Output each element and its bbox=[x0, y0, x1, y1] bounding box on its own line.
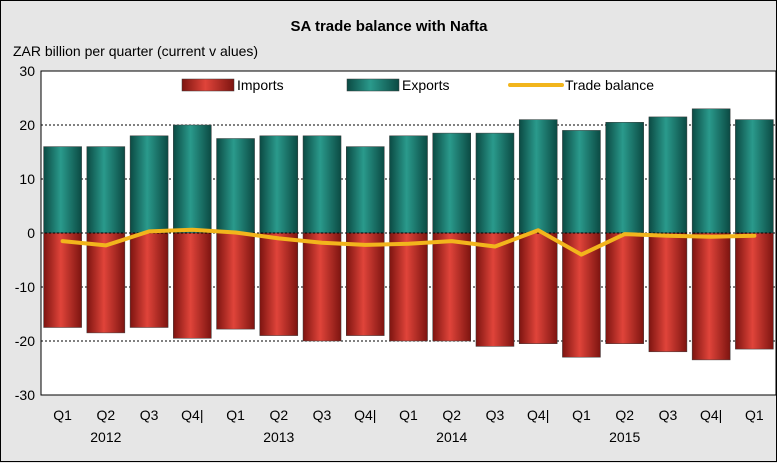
x-tick-label: Q2 bbox=[97, 407, 116, 423]
exports-bar bbox=[518, 119, 558, 234]
year-label: 2013 bbox=[263, 429, 294, 445]
trade-balance-line bbox=[60, 227, 757, 257]
imports-bar bbox=[173, 232, 212, 339]
imports-bar bbox=[648, 232, 688, 353]
exports-bar bbox=[389, 135, 428, 234]
y-tick-label: 20 bbox=[19, 117, 35, 133]
exports-bar bbox=[562, 130, 601, 234]
x-tick-label: Q4| bbox=[181, 407, 203, 423]
imports-bar bbox=[86, 232, 126, 334]
year-label: 2012 bbox=[90, 429, 121, 445]
exports-bar bbox=[735, 119, 774, 234]
exports-bar bbox=[86, 146, 126, 234]
x-tick-label: Q2 bbox=[615, 407, 634, 423]
x-tick-label: Q1 bbox=[226, 407, 245, 423]
x-tick-label: Q4| bbox=[354, 407, 376, 423]
plot-border bbox=[40, 70, 777, 396]
exports-bar bbox=[129, 135, 169, 234]
legend-trade-balance-label: Trade balance bbox=[565, 77, 654, 93]
imports-bar bbox=[432, 232, 471, 342]
exports-bar bbox=[259, 135, 299, 234]
x-tick-label: Q1 bbox=[572, 407, 591, 423]
x-tick-label: Q2 bbox=[269, 407, 288, 423]
imports-bar bbox=[605, 232, 644, 344]
imports-bar bbox=[562, 232, 601, 358]
x-tick-label: Q3 bbox=[140, 407, 159, 423]
y-tick-label: -30 bbox=[15, 387, 35, 403]
y-tick-label: -10 bbox=[15, 279, 35, 295]
year-label: 2014 bbox=[436, 429, 467, 445]
imports-bar bbox=[43, 232, 82, 328]
year-label: 2015 bbox=[609, 429, 640, 445]
imports-bar bbox=[129, 232, 169, 328]
y-tick-label: 30 bbox=[19, 63, 35, 79]
legend-exports-swatch bbox=[346, 78, 400, 92]
plot-area: 30 20 10 0 -10 -20 -30 Q1 Q2 Q3 Q4| Q1 Q2 Q3 Q4| Q1 Q2 Q3… bbox=[15, 63, 777, 445]
exports-bar bbox=[475, 132, 515, 234]
exports-bar bbox=[648, 116, 688, 234]
legend-imports-swatch bbox=[181, 78, 235, 92]
x-tick-label: Q3 bbox=[313, 407, 332, 423]
imports-bar bbox=[518, 232, 558, 344]
legend-exports: Exports bbox=[346, 77, 449, 93]
y-tick-label: 10 bbox=[19, 171, 35, 187]
x-tick-label: Q3 bbox=[486, 407, 505, 423]
imports-bar bbox=[302, 232, 342, 342]
x-tick-label: Q2 bbox=[442, 407, 461, 423]
imports-bar bbox=[216, 232, 255, 330]
x-tick-label: Q3 bbox=[659, 407, 678, 423]
exports-bar bbox=[302, 135, 342, 234]
imports-bar bbox=[346, 232, 385, 336]
exports-bar bbox=[216, 138, 255, 234]
x-tick-label: Q4| bbox=[527, 407, 549, 423]
imports-bar bbox=[691, 232, 731, 361]
legend-imports: Imports bbox=[181, 77, 284, 93]
x-tick-label: Q1 bbox=[399, 407, 418, 423]
x-tick-label: Q1 bbox=[745, 407, 764, 423]
imports-bar bbox=[389, 232, 428, 342]
exports-bar bbox=[432, 132, 471, 234]
exports-bar bbox=[605, 122, 644, 234]
chart-title: SA trade balance with Nafta bbox=[291, 18, 489, 35]
x-tick-label: Q1 bbox=[53, 407, 72, 423]
imports-bar bbox=[475, 232, 515, 347]
exports-bar bbox=[691, 108, 731, 234]
legend-trade-balance: Trade balance bbox=[508, 77, 654, 93]
imports-bar bbox=[735, 232, 774, 350]
legend: Imports Exports Trade balance bbox=[181, 77, 654, 93]
y-tick-label: 0 bbox=[27, 225, 35, 241]
exports-bar bbox=[43, 146, 82, 234]
exports-bar bbox=[173, 124, 212, 234]
imports-bar bbox=[259, 232, 299, 336]
x-tick-label: Q4| bbox=[700, 407, 722, 423]
y-axis-label: ZAR billion per quarter (current v alues… bbox=[13, 43, 258, 59]
legend-imports-label: Imports bbox=[237, 77, 284, 93]
legend-exports-label: Exports bbox=[402, 77, 449, 93]
y-tick-label: -20 bbox=[15, 333, 35, 349]
exports-bar bbox=[346, 146, 385, 234]
